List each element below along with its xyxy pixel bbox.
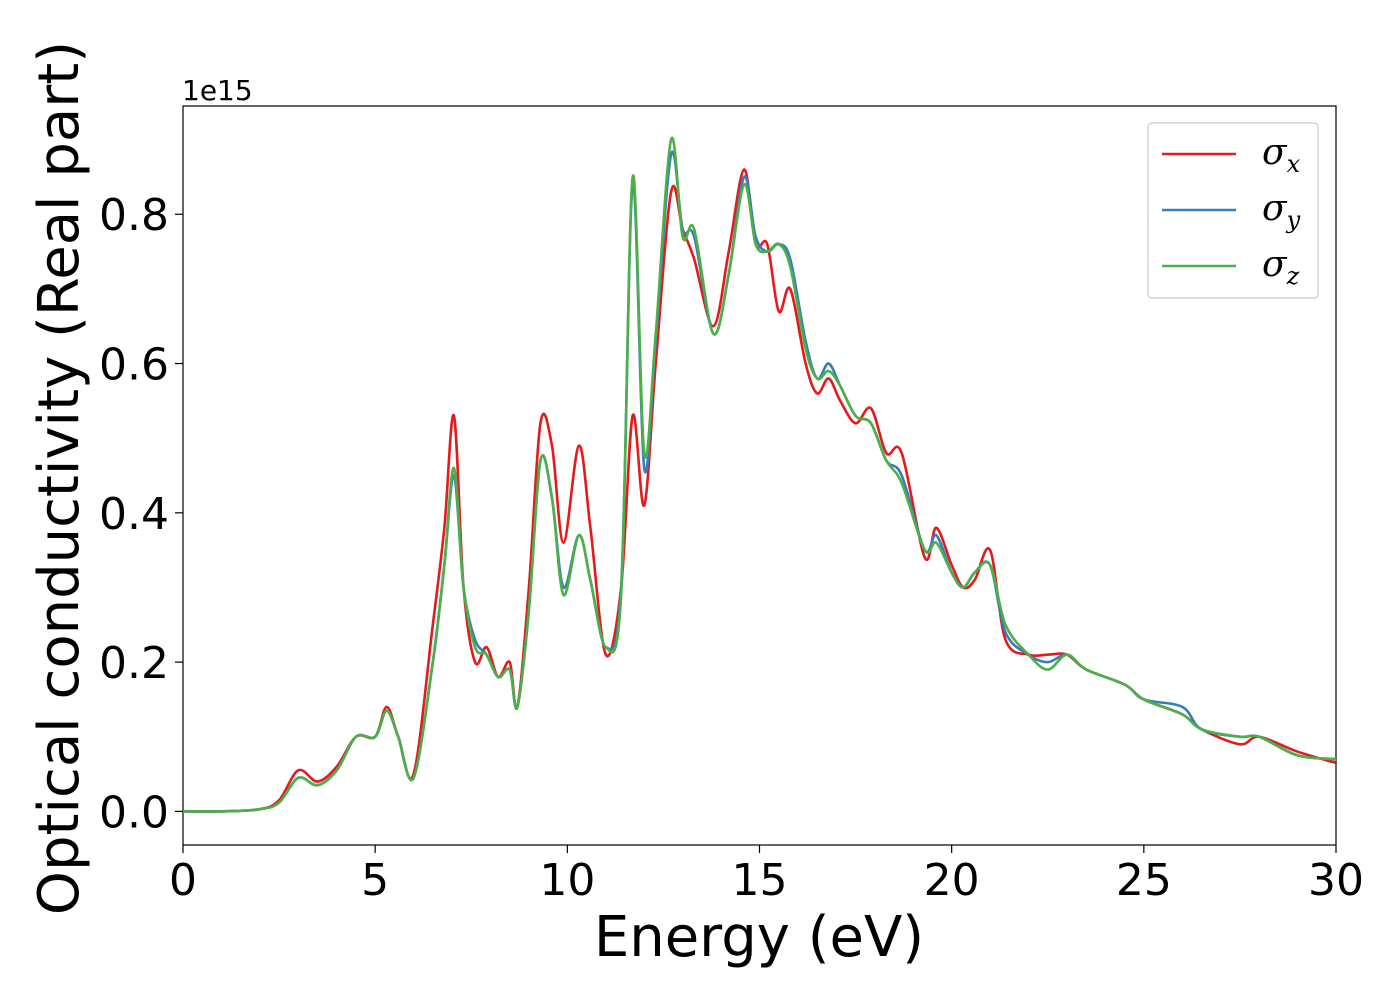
x-tick-label: 20	[924, 855, 980, 906]
y-offset-label: 1e15	[182, 74, 253, 107]
series-line-z	[182, 136, 1337, 813]
x-axis: 0 5 10 15 20 25 30	[169, 845, 1364, 906]
series-lines	[182, 136, 1337, 813]
legend-label-z: σz	[1262, 244, 1300, 290]
x-tick-label: 0	[169, 855, 197, 906]
y-tick-label: 0.0	[99, 787, 169, 838]
y-axis: 0.0 0.2 0.4 0.6 0.8	[99, 190, 183, 838]
y-tick-label: 0.8	[99, 190, 169, 241]
x-axis-title: Energy (eV)	[594, 905, 924, 970]
x-tick-label: 30	[1308, 855, 1364, 906]
x-tick-label: 15	[732, 855, 788, 906]
x-tick-label: 5	[361, 855, 389, 906]
x-tick-label: 25	[1116, 855, 1172, 906]
y-tick-label: 0.4	[99, 489, 169, 540]
x-tick-label: 10	[539, 855, 595, 906]
y-tick-label: 0.2	[99, 638, 169, 689]
plot-area	[182, 105, 1337, 846]
plot-frame	[182, 105, 1337, 846]
y-axis-title: Optical conductivity (Real part)	[27, 41, 92, 915]
y-tick-label: 0.6	[99, 340, 169, 391]
